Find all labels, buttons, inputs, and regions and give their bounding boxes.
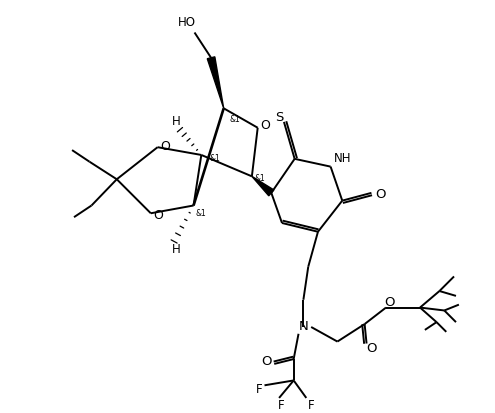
Text: O: O [375, 188, 386, 201]
Text: &1: &1 [209, 154, 220, 164]
Text: O: O [261, 354, 272, 368]
Polygon shape [252, 176, 274, 196]
Polygon shape [207, 57, 224, 108]
Text: HO: HO [178, 16, 196, 29]
Text: N: N [298, 320, 308, 333]
Text: F: F [308, 399, 314, 412]
Text: &1: &1 [196, 209, 207, 218]
Text: &1: &1 [254, 174, 265, 183]
Text: O: O [160, 140, 170, 153]
Text: &1: &1 [230, 116, 241, 124]
Text: F: F [278, 399, 284, 412]
Text: O: O [385, 296, 395, 309]
Text: S: S [275, 111, 283, 123]
Text: O: O [260, 119, 270, 132]
Text: O: O [366, 342, 377, 355]
Text: H: H [172, 243, 181, 256]
Text: NH: NH [334, 152, 351, 165]
Text: O: O [153, 209, 163, 222]
Text: H: H [172, 115, 181, 128]
Text: F: F [256, 383, 263, 396]
